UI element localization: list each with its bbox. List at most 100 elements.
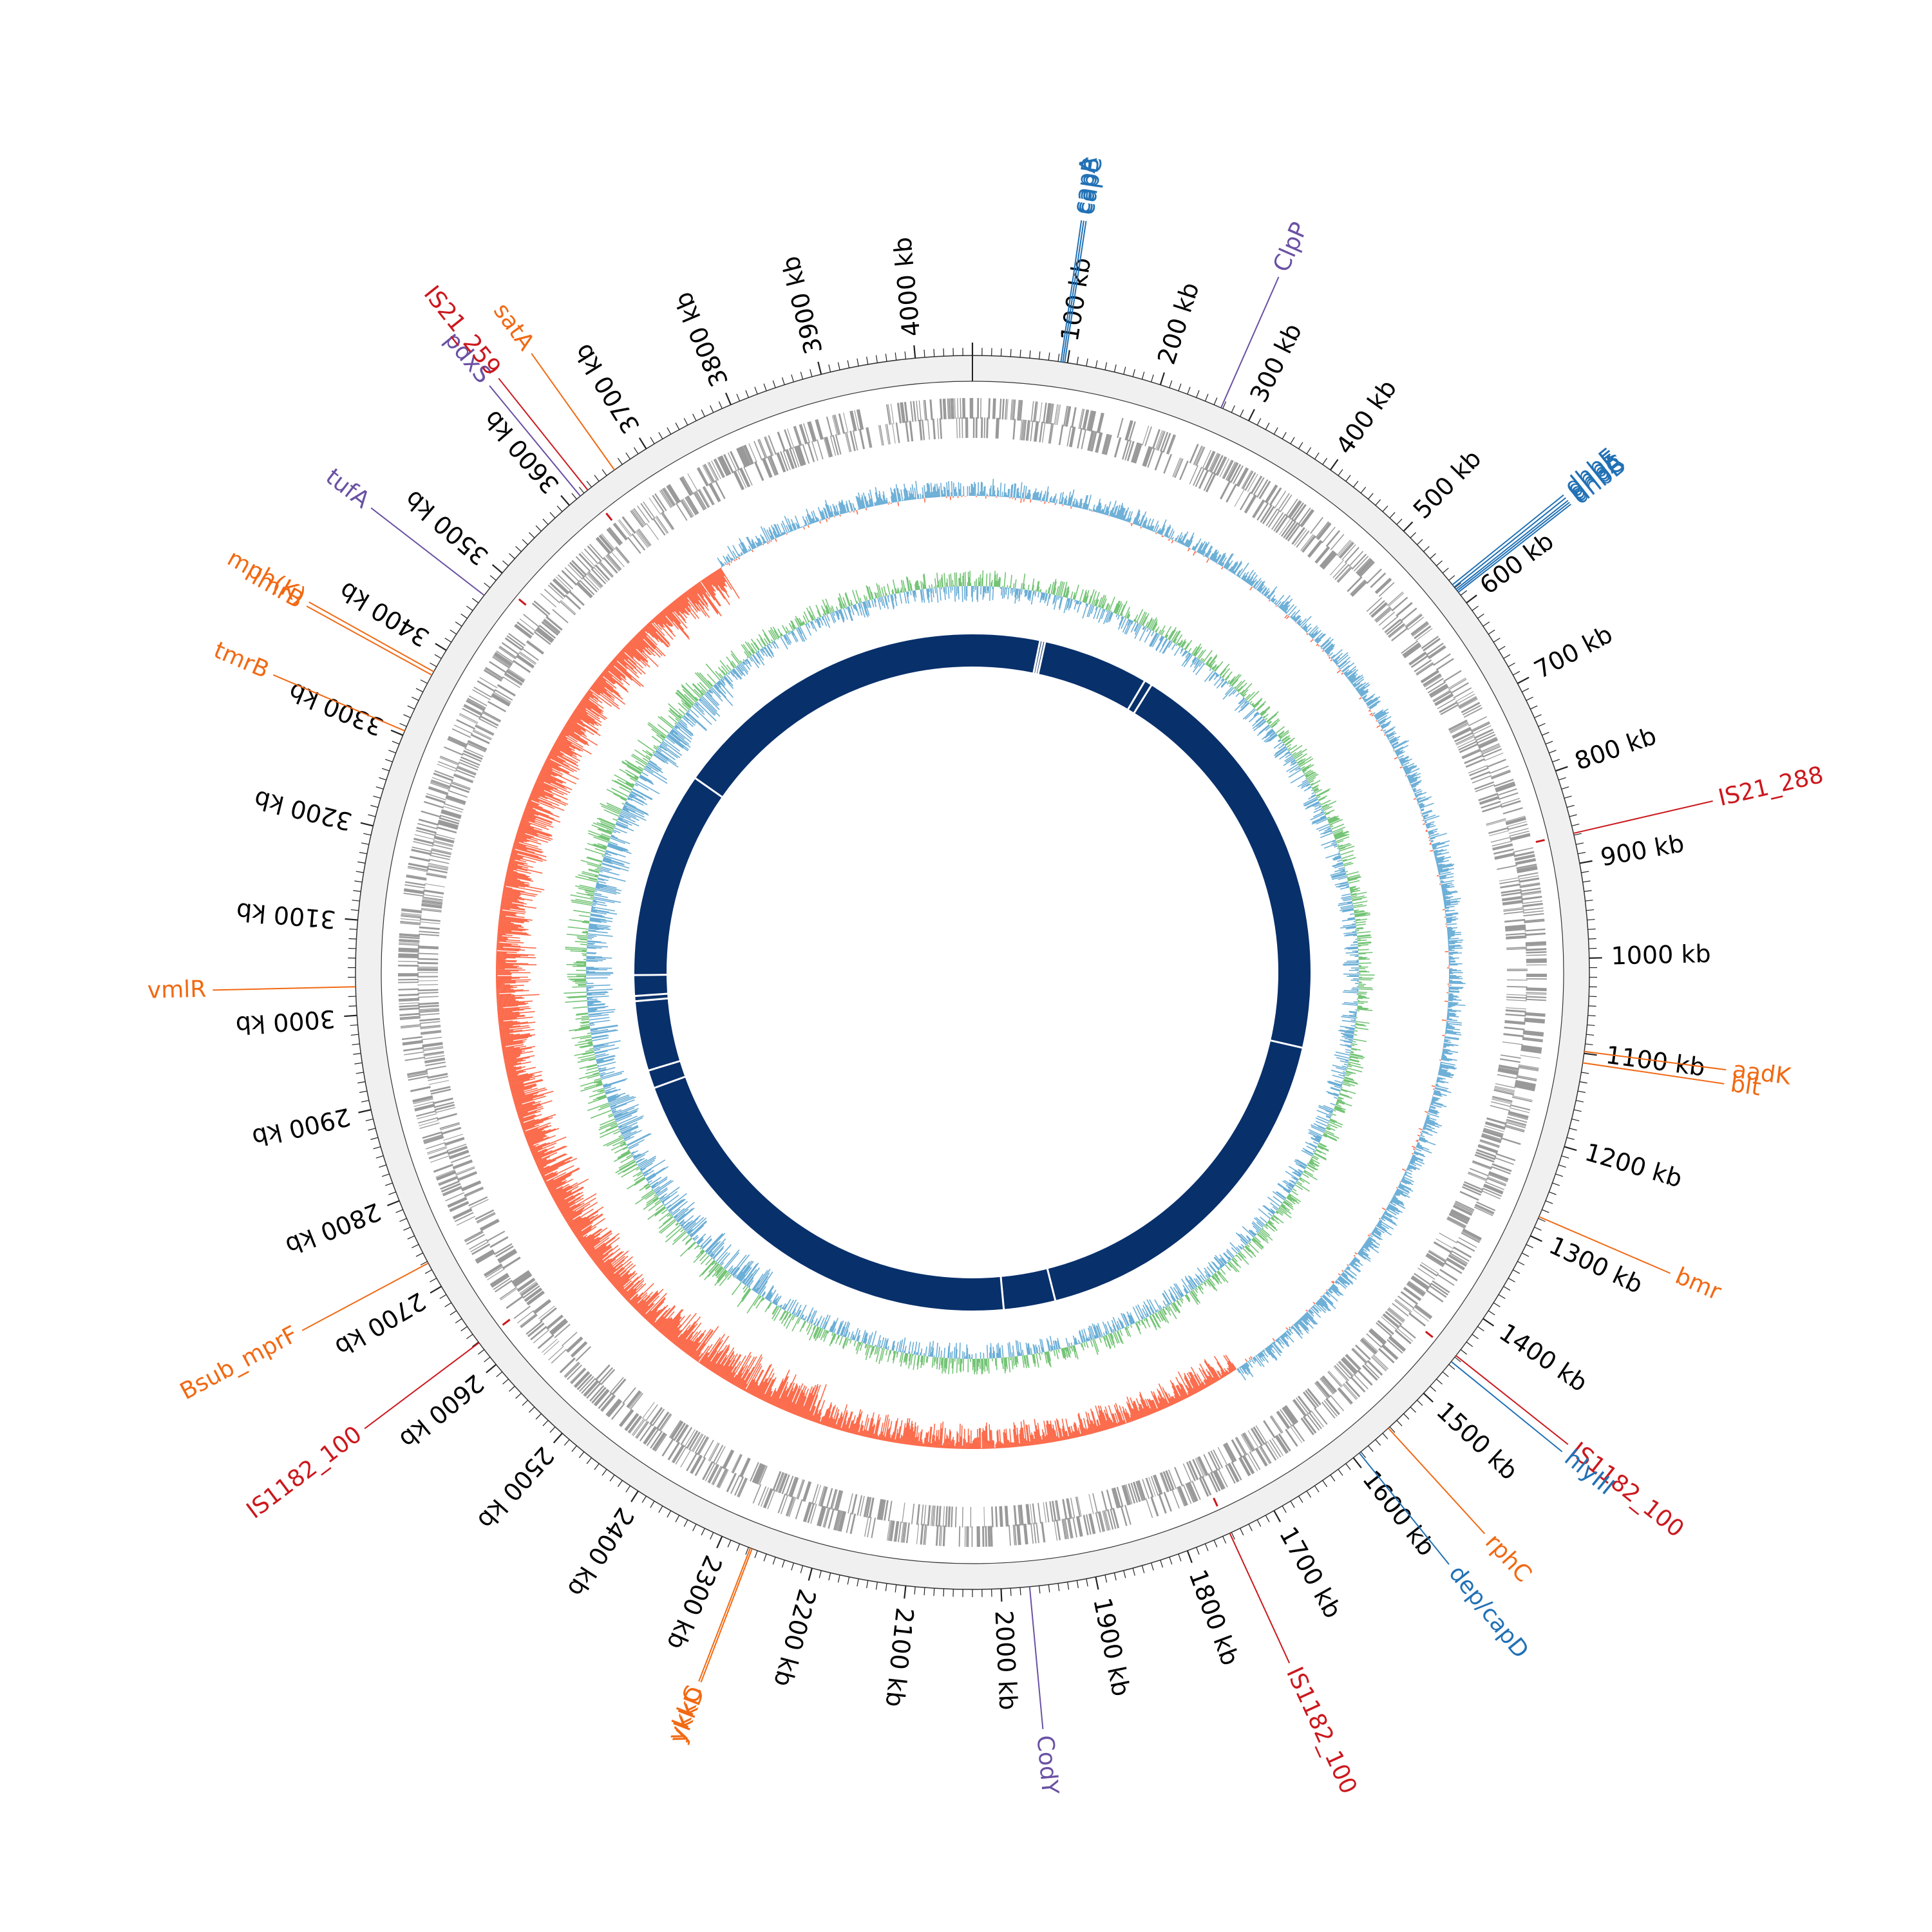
gc-content-bar [1434, 1090, 1441, 1093]
gc-content-bar [1423, 1124, 1435, 1130]
gc-content-bar [1350, 1262, 1354, 1265]
cds-feature [1401, 640, 1419, 654]
gc-content-bar [1383, 1213, 1392, 1218]
gc-content-bar [1181, 531, 1189, 545]
minor-tick [1375, 499, 1381, 506]
cds-feature [1132, 1481, 1141, 1502]
cds-feature [654, 493, 667, 511]
gc-content-bar [1337, 665, 1340, 667]
gc-content-bar [1249, 574, 1258, 585]
minor-tick [1448, 1364, 1455, 1370]
gc-content-bar [1363, 698, 1365, 701]
minor-tick [1248, 1524, 1253, 1531]
gc-content-bar [1298, 1319, 1309, 1330]
cds-feature [430, 1155, 450, 1163]
gc-content-bar [1196, 1373, 1206, 1389]
gc-content-bar [1441, 1057, 1457, 1061]
minor-tick [885, 1583, 887, 1591]
minor-tick [1513, 670, 1520, 676]
cds-feature [807, 442, 815, 462]
cds-feature [814, 1484, 821, 1505]
cds-feature [608, 527, 623, 544]
minor-tick [1298, 1495, 1303, 1503]
cds-feature [1505, 933, 1526, 936]
gc-content-bar [1198, 540, 1206, 554]
cds-feature [1334, 564, 1350, 580]
minor-tick [586, 480, 592, 488]
cds-feature [1033, 421, 1038, 442]
minor-tick [353, 890, 361, 892]
cds-feature [421, 810, 441, 818]
gc-content-bar [1432, 847, 1437, 849]
gc-content-bar [1444, 901, 1460, 905]
cds-feature [1314, 1407, 1328, 1425]
minor-tick [1368, 493, 1374, 500]
gc-content-bar [1349, 1264, 1361, 1273]
gc-content-bar [1229, 566, 1233, 572]
cds-feature [600, 534, 614, 551]
cds-feature [1453, 1246, 1472, 1258]
gc-content-bar [1300, 1318, 1308, 1326]
gc-content-bar [1422, 813, 1429, 817]
gc-content-bar [1361, 694, 1368, 699]
cds-feature [1288, 500, 1302, 519]
major-tick [638, 437, 647, 450]
gc-content-bar [1325, 645, 1335, 654]
cds-feature [513, 1273, 532, 1287]
cds-feature [1282, 1407, 1295, 1425]
cds-feature [714, 458, 725, 478]
cds-feature [1525, 941, 1546, 944]
cds-feature [1197, 1457, 1208, 1477]
cds-feature [437, 822, 458, 830]
cds-feature [1174, 458, 1184, 478]
cds-feature [1502, 897, 1523, 902]
gc-content-bar [1426, 1114, 1430, 1117]
cds-feature [1012, 419, 1016, 440]
gc-content-bar [1159, 529, 1162, 535]
cds-feature [753, 1463, 763, 1484]
cds-feature [445, 796, 466, 804]
cds-feature [741, 1458, 751, 1478]
cds-feature [1516, 1076, 1537, 1082]
cds-feature [1488, 1172, 1508, 1182]
cds-feature [739, 446, 749, 467]
gc-content-bar [1211, 552, 1218, 561]
cds-feature [545, 1314, 563, 1329]
gc-content-bar [1225, 1354, 1236, 1370]
cds-feature [1278, 1433, 1291, 1452]
gc-content-bar [1405, 769, 1412, 773]
cds-feature [849, 1513, 857, 1535]
cds-feature [433, 772, 453, 782]
cds-feature [1509, 830, 1530, 837]
gc-content-bar [1436, 1079, 1449, 1084]
gc-content-bar [1236, 568, 1244, 577]
minor-tick [837, 1575, 840, 1583]
cds-feature [506, 669, 525, 682]
cds-feature [407, 1072, 428, 1077]
gc-content-bar [1309, 633, 1311, 636]
cds-feature [1446, 1218, 1466, 1229]
cds-feature [446, 795, 466, 804]
cds-feature [1450, 723, 1470, 734]
gc-content-bar [1332, 1283, 1339, 1289]
minor-tick [1542, 1209, 1549, 1213]
gc-content-bar [1302, 625, 1307, 630]
cds-feature [419, 1010, 440, 1013]
gc-content-bar [1345, 1268, 1348, 1271]
gc-content-bar [1231, 563, 1238, 573]
cds-feature [925, 1524, 927, 1546]
cds-feature [982, 1526, 985, 1547]
cds-feature [832, 435, 839, 455]
cds-feature [1056, 1500, 1061, 1521]
cds-feature [1495, 781, 1515, 790]
cds-feature [1391, 627, 1408, 641]
tick-label: 2800 kb [281, 1197, 384, 1260]
gc-content-bar [1164, 524, 1171, 537]
cds-feature [737, 469, 747, 489]
gc-content-bar [1310, 639, 1314, 643]
cds-feature [1397, 1295, 1415, 1309]
gc-content-bar [1189, 1379, 1197, 1394]
cds-feature [1133, 442, 1141, 464]
cds-feature [1177, 1486, 1187, 1506]
gc-content-bar [1325, 644, 1336, 653]
